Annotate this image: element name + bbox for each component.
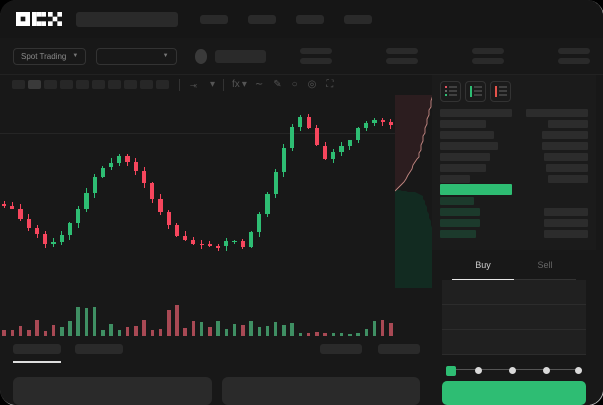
svg-text:⤛: ⤛: [190, 80, 197, 90]
